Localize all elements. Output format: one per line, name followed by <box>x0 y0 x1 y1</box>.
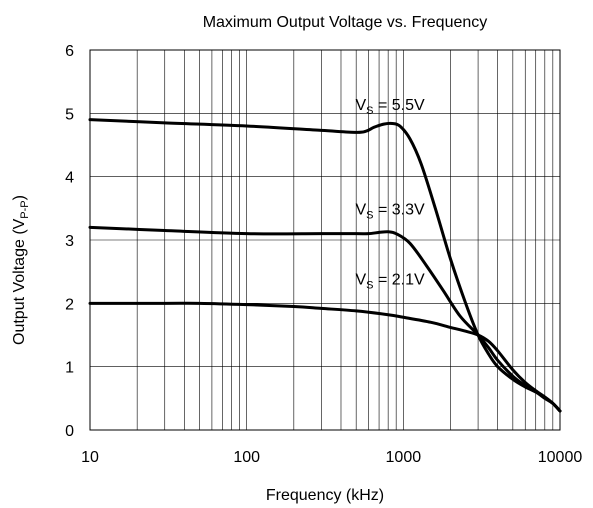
x-tick-label: 100 <box>233 449 260 466</box>
y-tick-label: 1 <box>65 360 74 377</box>
chart-title: Maximum Output Voltage vs. Frequency <box>203 14 488 31</box>
series-line-2 <box>88 225 562 413</box>
y-axis-label-close: ) <box>11 195 28 200</box>
series-label-1: VS = 5.5V <box>355 97 424 117</box>
y-tick-label: 3 <box>65 233 74 250</box>
grid <box>90 50 560 430</box>
y-axis-label-main: Output Voltage (V <box>11 218 28 345</box>
x-tick-label: 10 <box>81 449 99 466</box>
y-tick-label: 4 <box>65 170 74 187</box>
y-axis-label: Output Voltage (VP-P) <box>11 195 31 345</box>
series-line-3 <box>88 301 562 413</box>
y-tick-label: 0 <box>65 423 74 440</box>
series-label-2: VS = 3.3V <box>355 202 424 222</box>
series-line-1 <box>88 118 562 413</box>
plot-frame <box>89 49 561 431</box>
x-tick-labels: 10 100 1000 10000 <box>81 449 582 466</box>
y-tick-label: 6 <box>65 43 74 60</box>
y-tick-label: 5 <box>65 106 74 123</box>
x-tick-label: 1000 <box>386 449 422 466</box>
x-tick-label: 10000 <box>538 449 583 466</box>
y-axis-label-sub: P-P <box>19 200 31 218</box>
series-layer <box>88 118 562 413</box>
y-tick-label: 2 <box>65 296 74 313</box>
y-tick-labels: 0 1 2 3 4 5 6 <box>65 43 74 440</box>
series-label-3: VS = 2.1V <box>355 271 424 291</box>
x-axis-label: Frequency (kHz) <box>266 487 384 504</box>
series-labels: VS = 5.5V VS = 3.3V VS = 2.1V <box>355 97 424 291</box>
